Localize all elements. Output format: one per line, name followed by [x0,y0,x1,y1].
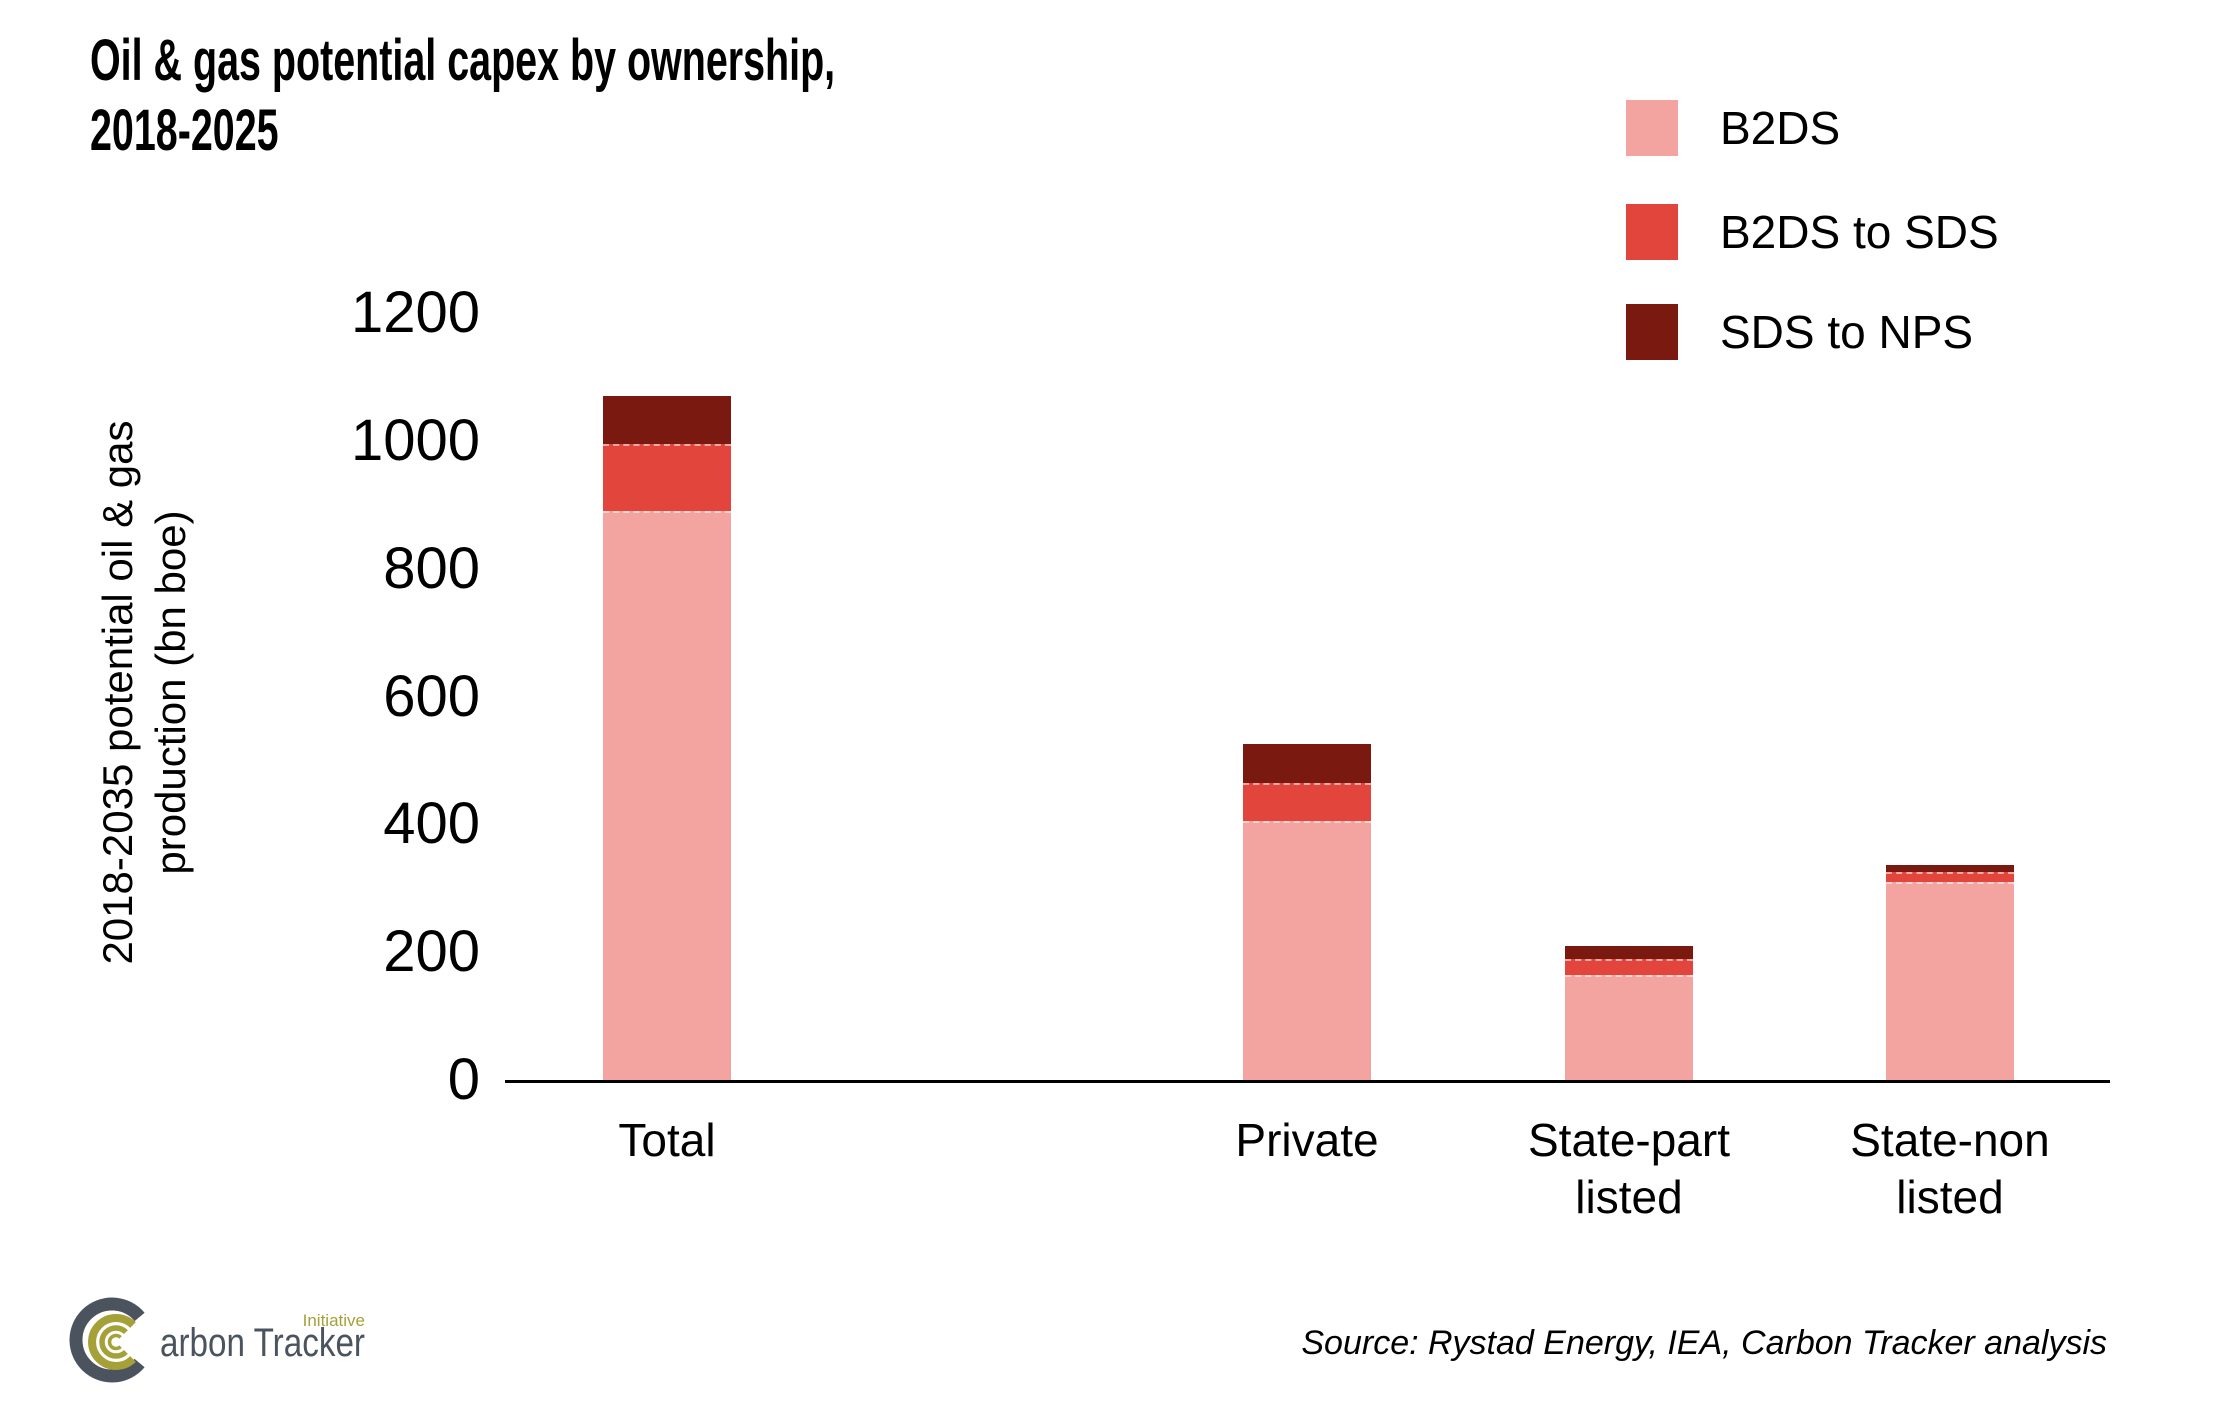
bar-segment-state-part-b2ds-to-sds [1565,958,1693,975]
bar-segment-state-part-sds-to-nps [1565,945,1693,959]
x-axis-label-state-non: State-non listed [1850,1114,2050,1223]
bar-segment-state-non-b2ds [1886,881,2014,1080]
y-tick-label-200: 200 [383,919,480,985]
legend-swatch-b2ds-to-sds [1626,204,1678,260]
bar-segment-state-non-b2ds-to-sds [1886,872,2014,882]
chart-title: Oil & gas potential capex by ownership, … [90,28,836,163]
logo-outer-c [69,1297,145,1383]
y-tick-label-1000: 1000 [350,407,480,473]
legend-item-b2ds: B2DS [1626,100,1840,156]
legend-item-sds-to-nps: SDS to NPS [1626,304,1973,360]
legend-label-sds-to-nps: SDS to NPS [1720,306,1974,358]
y-tick-label-1200: 1200 [350,280,480,345]
y-tick-label-0: 0 [447,1047,480,1112]
legend-swatch-b2ds [1626,100,1678,156]
x-axis-label-state-part: State-part listed [1528,1114,1730,1223]
x-axis-label-total: Total [618,1114,716,1166]
y-tick-label-600: 600 [383,663,480,729]
logo-tagline-text: Initiative [303,1311,365,1330]
bar-segment-state-non-sds-to-nps [1886,864,2014,873]
carbon-tracker-logo: arbon Tracker Initiative [69,1297,365,1383]
y-tick-label-800: 800 [383,535,480,601]
legend-label-b2ds: B2DS [1720,102,1841,154]
bar-segment-total-b2ds-to-sds [603,444,731,512]
logo-ring-2 [99,1325,128,1359]
legend-item-b2ds-to-sds: B2DS to SDS [1626,204,1999,260]
bar-segment-private-b2ds [1243,821,1371,1080]
y-tick-label-400: 400 [383,791,480,857]
bar-segment-private-sds-to-nps [1243,744,1371,783]
y-axis-title: 2018-2035 potential oil & gas production… [94,420,194,965]
bar-segment-state-part-b2ds [1565,974,1693,1080]
bar-segment-private-b2ds-to-sds [1243,782,1371,822]
legend-swatch-sds-to-nps [1626,304,1678,360]
logo-brand-text: arbon Tracker [160,1321,365,1365]
x-axis-label-private: Private [1235,1114,1379,1166]
logo-ring-1 [88,1314,136,1370]
bar-segment-total-sds-to-nps [603,396,731,445]
x-axis-line [505,1080,2110,1083]
source-note: Source: Rystad Energy, IEA, Carbon Track… [1301,1324,2107,1362]
bar-segment-total-b2ds [603,511,731,1080]
legend-label-b2ds-to-sds: B2DS to SDS [1720,206,1999,258]
logo-ring-3 [107,1333,122,1351]
